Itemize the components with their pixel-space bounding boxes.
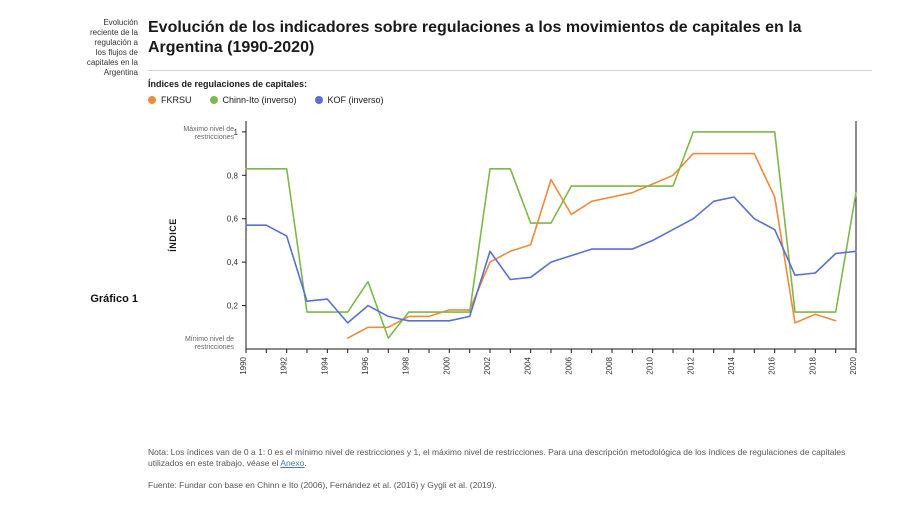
x-tick-label: 2006 (564, 356, 573, 374)
legend-item-kof: KOF (inverso) (315, 95, 384, 105)
legend-items: FKRSU Chinn-Ito (inverso) KOF (inverso) (148, 95, 872, 105)
note-suffix: . (304, 458, 306, 468)
sidebar-tag-line: capitales en la (18, 58, 138, 68)
page-root: Evoluciónreciente de laregulación alos f… (0, 0, 900, 505)
legend-label: FKRSU (161, 95, 192, 105)
x-tick-label: 2016 (768, 356, 777, 374)
legend-swatch-icon (148, 96, 156, 104)
legend-label: Chinn-Ito (inverso) (223, 95, 297, 105)
x-tick-label: 1998 (402, 356, 411, 374)
y-axis-title: ÍNDICE (168, 218, 178, 252)
y-tick-label: 0,2 (227, 302, 239, 311)
x-tick-label: 2008 (605, 356, 614, 374)
x-tick-label: 1992 (280, 356, 289, 374)
chart-area: Máximo nivel de restricciones Mínimo niv… (148, 111, 872, 437)
x-tick-label: 1996 (361, 356, 370, 374)
x-tick-label: 2018 (808, 356, 817, 374)
note-anexo-link[interactable]: Anexo (280, 458, 304, 468)
x-tick-label: 2002 (483, 356, 492, 374)
legend-item-fkrsu: FKRSU (148, 95, 192, 105)
series-chinnito (246, 132, 856, 338)
chart-note: Nota: Los índices van de 0 a 1: 0 es el … (148, 447, 872, 470)
y-tick-label: 0,6 (227, 215, 239, 224)
x-tick-label: 1994 (320, 356, 329, 374)
legend: Índices de regulaciones de capitales: FK… (148, 70, 872, 105)
sidebar-tag-line: reciente de la (18, 28, 138, 38)
note-prefix: Nota: Los índices van de 0 a 1: 0 es el … (148, 447, 845, 468)
x-tick-label: 2020 (849, 356, 858, 374)
x-tick-label: 2004 (524, 356, 533, 374)
chart-title: Evolución de los indicadores sobre regul… (148, 18, 872, 58)
figure-label: Gráfico 1 (18, 293, 138, 305)
left-column: Evoluciónreciente de laregulación alos f… (18, 18, 148, 491)
y-tick-label: 0,8 (227, 171, 239, 180)
chart-source: Fuente: Fundar con base en Chinn e Ito (… (148, 480, 872, 491)
legend-heading: Índices de regulaciones de capitales: (148, 79, 872, 89)
legend-label: KOF (inverso) (328, 95, 384, 105)
y-annotation-min: Mínimo nivel de restricciones (178, 336, 234, 351)
line-chart: 0,2 0,4 0,6 0,8 1 1990 1992 1994 1996 1998 2000 200… (148, 111, 868, 391)
x-tick-label: 1990 (239, 356, 248, 374)
y-annotation-max: Máximo nivel de restricciones (178, 126, 234, 141)
sidebar-tag-line: Evolución (18, 18, 138, 28)
y-tick-label: 0,4 (227, 258, 239, 267)
legend-swatch-icon (210, 96, 218, 104)
sidebar-tag-line: regulación a (18, 38, 138, 48)
x-tick-label: 2000 (442, 356, 451, 374)
sidebar-tag: Evoluciónreciente de laregulación alos f… (18, 18, 138, 78)
legend-item-chinnito: Chinn-Ito (inverso) (210, 95, 297, 105)
x-tick-label: 2014 (727, 356, 736, 374)
y-tick-label: 1 (234, 128, 239, 137)
series-fkrsu (348, 154, 836, 339)
main-column: Evolución de los indicadores sobre regul… (148, 18, 872, 491)
legend-swatch-icon (315, 96, 323, 104)
x-tick-label: 2012 (686, 356, 695, 374)
sidebar-tag-line: Argentina (18, 68, 138, 78)
x-tick-label: 2010 (646, 356, 655, 374)
series-kof (246, 197, 856, 323)
sidebar-tag-line: los flujos de (18, 48, 138, 58)
